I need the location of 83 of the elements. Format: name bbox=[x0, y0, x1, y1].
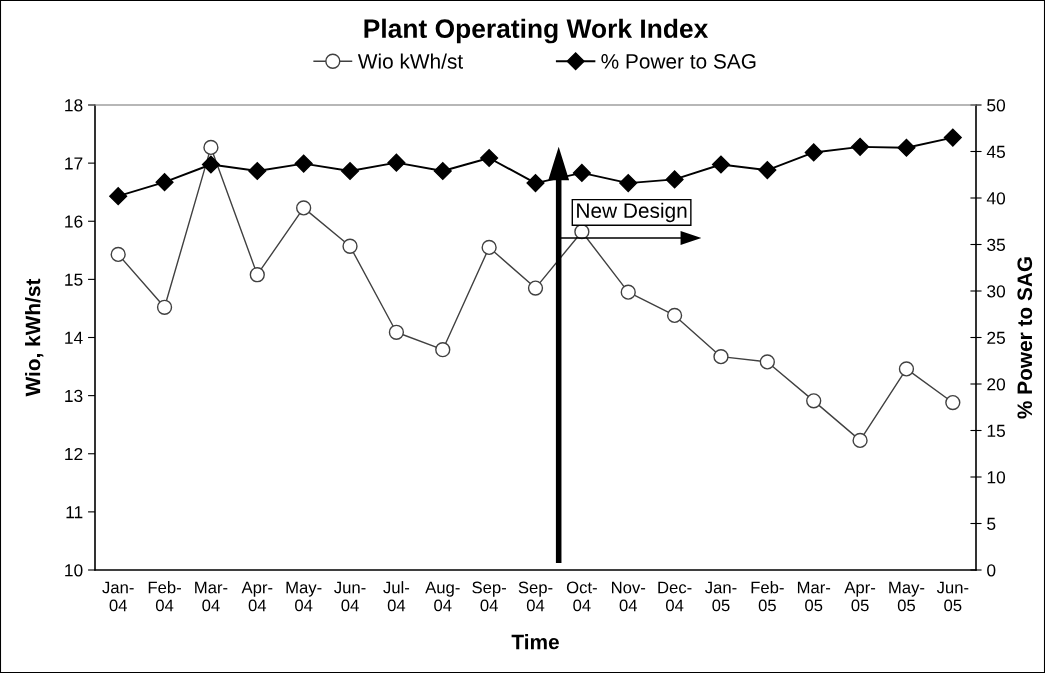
x-tick-label: May-05 bbox=[889, 581, 925, 612]
point bbox=[619, 174, 638, 193]
point bbox=[527, 280, 544, 296]
x-tick-label: Sep-04 bbox=[472, 581, 506, 612]
point bbox=[898, 361, 915, 377]
y2-tick-label: 20 bbox=[987, 378, 1006, 391]
point bbox=[296, 200, 312, 216]
point bbox=[110, 246, 126, 263]
x-tick-label: Feb-05 bbox=[751, 581, 784, 612]
point bbox=[897, 138, 916, 157]
y-tick-label: 11 bbox=[66, 506, 83, 519]
point bbox=[201, 155, 220, 174]
y-tick-label: 12 bbox=[65, 447, 83, 461]
x-tick-label: Jul-04 bbox=[383, 581, 410, 612]
y2-tick-label: 35 bbox=[987, 238, 1005, 251]
y-tick-label: 18 bbox=[65, 99, 83, 112]
point bbox=[945, 394, 961, 411]
x-tick-label: Dec-04 bbox=[658, 581, 692, 612]
point bbox=[666, 307, 683, 324]
x-tick-label: Apr-04 bbox=[241, 581, 273, 612]
x-tick-label: Jan-04 bbox=[102, 581, 134, 612]
point bbox=[342, 238, 358, 254]
y2-tick-label: 45 bbox=[986, 145, 1005, 158]
y2-tick-label: 25 bbox=[987, 331, 1005, 344]
y-tick-label: 13 bbox=[65, 389, 83, 403]
y-tick-label: 16 bbox=[65, 215, 83, 228]
point bbox=[249, 267, 265, 283]
legend-label: % Power to SAG bbox=[601, 53, 756, 69]
point bbox=[665, 170, 684, 189]
y2-tick-label: 5 bbox=[987, 517, 996, 530]
y2-tick-label: 50 bbox=[987, 99, 1006, 112]
point bbox=[433, 161, 452, 181]
x-tick-label: Apr-05 bbox=[844, 581, 876, 612]
x-tick-label: Mar-05 bbox=[797, 581, 831, 612]
point bbox=[526, 174, 545, 193]
point bbox=[203, 139, 219, 156]
point bbox=[943, 128, 962, 147]
y-axis-title: Wio, kWh/st bbox=[25, 278, 44, 397]
point bbox=[572, 163, 591, 182]
y2-tick-label: 0 bbox=[987, 564, 996, 577]
y2-tick-label: 30 bbox=[987, 285, 1006, 298]
point bbox=[387, 153, 406, 172]
x-tick-label: Jan-05 bbox=[705, 581, 737, 612]
point bbox=[759, 354, 775, 370]
y-tick-label: 10 bbox=[65, 564, 83, 577]
x-tick-label: Feb-04 bbox=[148, 581, 181, 612]
x-tick-label: Sep-04 bbox=[518, 581, 553, 612]
y2-tick-label: 40 bbox=[986, 192, 1006, 205]
x-tick-label: Jun-04 bbox=[334, 581, 366, 612]
point bbox=[340, 161, 360, 181]
x-tick-label: May-04 bbox=[286, 581, 322, 612]
y2-tick-label: 10 bbox=[987, 471, 1006, 484]
point bbox=[248, 161, 267, 181]
x-tick-label: Oct-04 bbox=[566, 581, 597, 612]
point bbox=[155, 173, 174, 192]
x-tick-label: Mar-04 bbox=[195, 581, 228, 612]
x-axis-title: Time bbox=[511, 634, 559, 650]
point bbox=[481, 239, 497, 256]
point bbox=[804, 143, 823, 162]
point bbox=[620, 284, 636, 300]
y-tick-label: 17 bbox=[65, 157, 83, 170]
chart-title: Plant Operating Work Index bbox=[364, 18, 709, 44]
annotation: New Design bbox=[577, 202, 687, 223]
point bbox=[713, 349, 729, 365]
x-tick-label: Aug-04 bbox=[425, 581, 460, 612]
point bbox=[711, 155, 731, 174]
y2-axis-title: % Power to SAG bbox=[1017, 257, 1033, 419]
y-tick-label: 14 bbox=[65, 331, 83, 344]
point bbox=[294, 154, 313, 173]
point bbox=[109, 187, 128, 206]
x-tick-label: Jun-05 bbox=[936, 581, 969, 612]
x-tick-label: Nov-04 bbox=[612, 581, 646, 612]
y2-tick-label: 15 bbox=[987, 424, 1005, 437]
point bbox=[435, 342, 451, 358]
point bbox=[758, 161, 777, 180]
point bbox=[851, 137, 870, 156]
legend-label: Wio kWh/st bbox=[357, 53, 463, 69]
point bbox=[852, 432, 868, 449]
point bbox=[806, 393, 822, 409]
point bbox=[156, 299, 173, 315]
point bbox=[480, 148, 499, 168]
y-tick-label: 15 bbox=[65, 273, 83, 286]
point bbox=[388, 324, 405, 340]
